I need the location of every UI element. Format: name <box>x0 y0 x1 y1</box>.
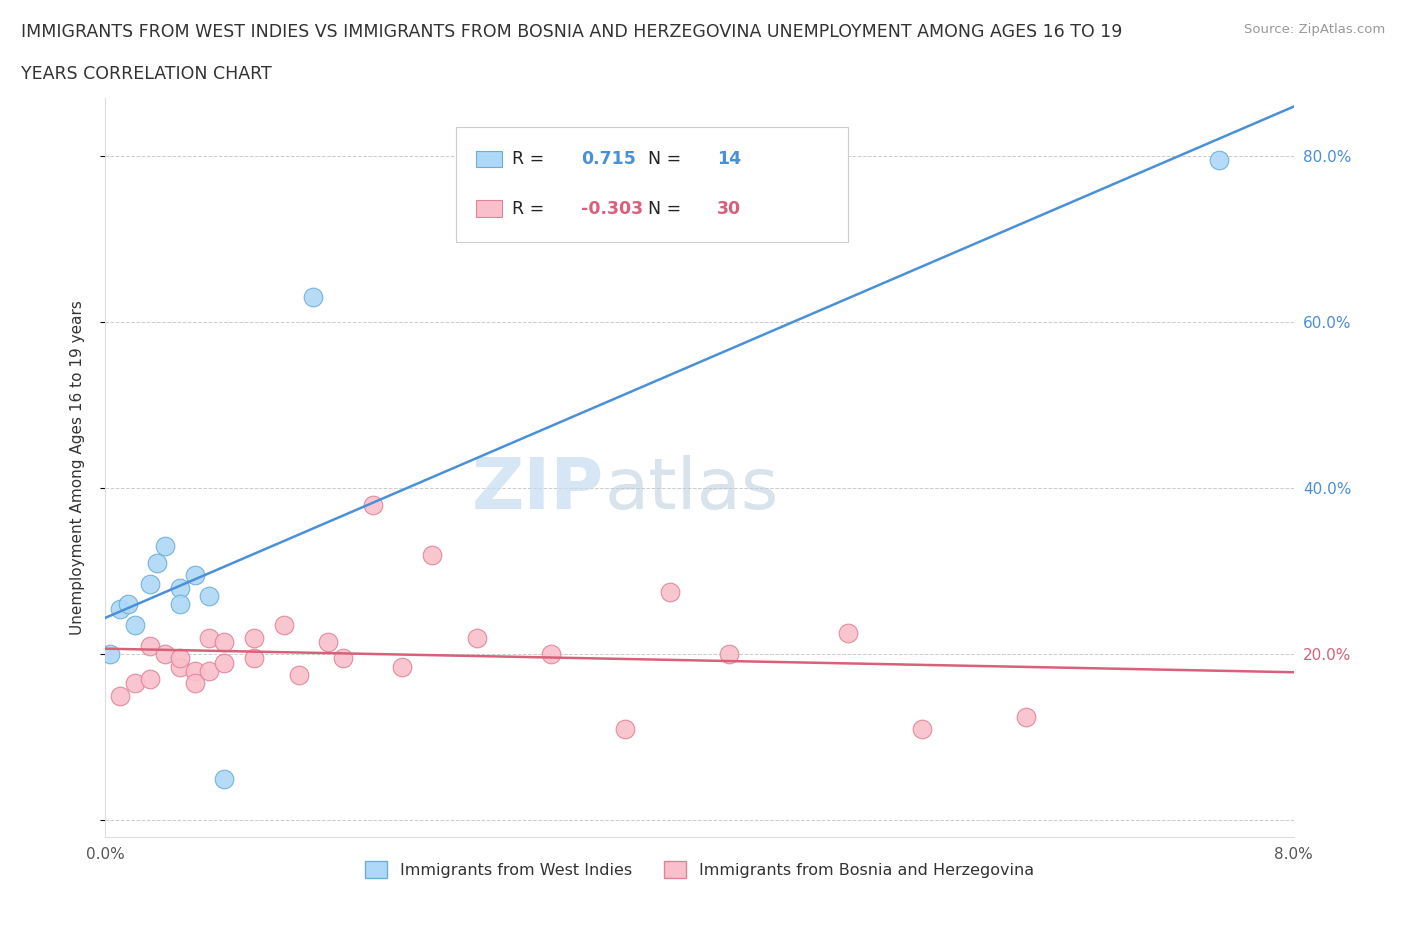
Point <box>124 618 146 632</box>
Text: N =: N = <box>648 150 688 168</box>
Text: N =: N = <box>648 200 688 218</box>
Point <box>139 577 162 591</box>
Text: Source: ZipAtlas.com: Source: ZipAtlas.com <box>1244 23 1385 36</box>
Point <box>183 676 205 691</box>
Point <box>139 639 162 654</box>
Point <box>169 580 191 595</box>
Point <box>169 651 191 666</box>
Point <box>1208 153 1230 167</box>
Point <box>139 671 162 686</box>
Point <box>124 676 146 691</box>
Point <box>243 651 266 666</box>
Point <box>153 646 176 661</box>
Point <box>110 688 132 703</box>
Point <box>153 538 176 553</box>
FancyBboxPatch shape <box>456 127 848 242</box>
Text: -0.303: -0.303 <box>581 200 643 218</box>
Text: IMMIGRANTS FROM WEST INDIES VS IMMIGRANTS FROM BOSNIA AND HERZEGOVINA UNEMPLOYME: IMMIGRANTS FROM WEST INDIES VS IMMIGRANT… <box>21 23 1122 41</box>
Point <box>214 771 236 786</box>
Point <box>911 722 934 737</box>
Legend: Immigrants from West Indies, Immigrants from Bosnia and Herzegovina: Immigrants from West Indies, Immigrants … <box>359 855 1040 884</box>
Point <box>146 555 169 570</box>
Point <box>391 659 413 674</box>
Point <box>465 631 488 645</box>
Point <box>169 597 191 612</box>
Point <box>614 722 637 737</box>
Point <box>287 668 309 683</box>
Text: ZIP: ZIP <box>472 455 605 524</box>
FancyBboxPatch shape <box>477 201 502 217</box>
FancyBboxPatch shape <box>477 151 502 167</box>
Point <box>1015 709 1038 724</box>
Text: 14: 14 <box>717 150 741 168</box>
Text: R =: R = <box>512 150 550 168</box>
Point <box>332 651 354 666</box>
Text: 0.715: 0.715 <box>581 150 636 168</box>
Point <box>658 584 681 599</box>
Point <box>302 289 325 304</box>
Point <box>110 601 132 616</box>
Point <box>718 646 741 661</box>
Point <box>183 568 205 583</box>
Text: atlas: atlas <box>605 455 779 524</box>
Text: R =: R = <box>512 200 550 218</box>
Point <box>198 631 221 645</box>
Text: YEARS CORRELATION CHART: YEARS CORRELATION CHART <box>21 65 271 83</box>
Point <box>214 634 236 649</box>
Point <box>117 597 139 612</box>
Y-axis label: Unemployment Among Ages 16 to 19 years: Unemployment Among Ages 16 to 19 years <box>70 299 84 635</box>
Point <box>361 498 384 512</box>
Point <box>214 655 236 670</box>
Point <box>243 631 266 645</box>
Text: 30: 30 <box>717 200 741 218</box>
Point <box>540 646 562 661</box>
Point <box>837 626 859 641</box>
Point <box>198 663 221 678</box>
Point <box>183 663 205 678</box>
Point <box>316 634 339 649</box>
Point <box>98 646 121 661</box>
Point <box>198 589 221 604</box>
Point <box>169 659 191 674</box>
Point <box>273 618 295 632</box>
Point <box>420 547 443 562</box>
